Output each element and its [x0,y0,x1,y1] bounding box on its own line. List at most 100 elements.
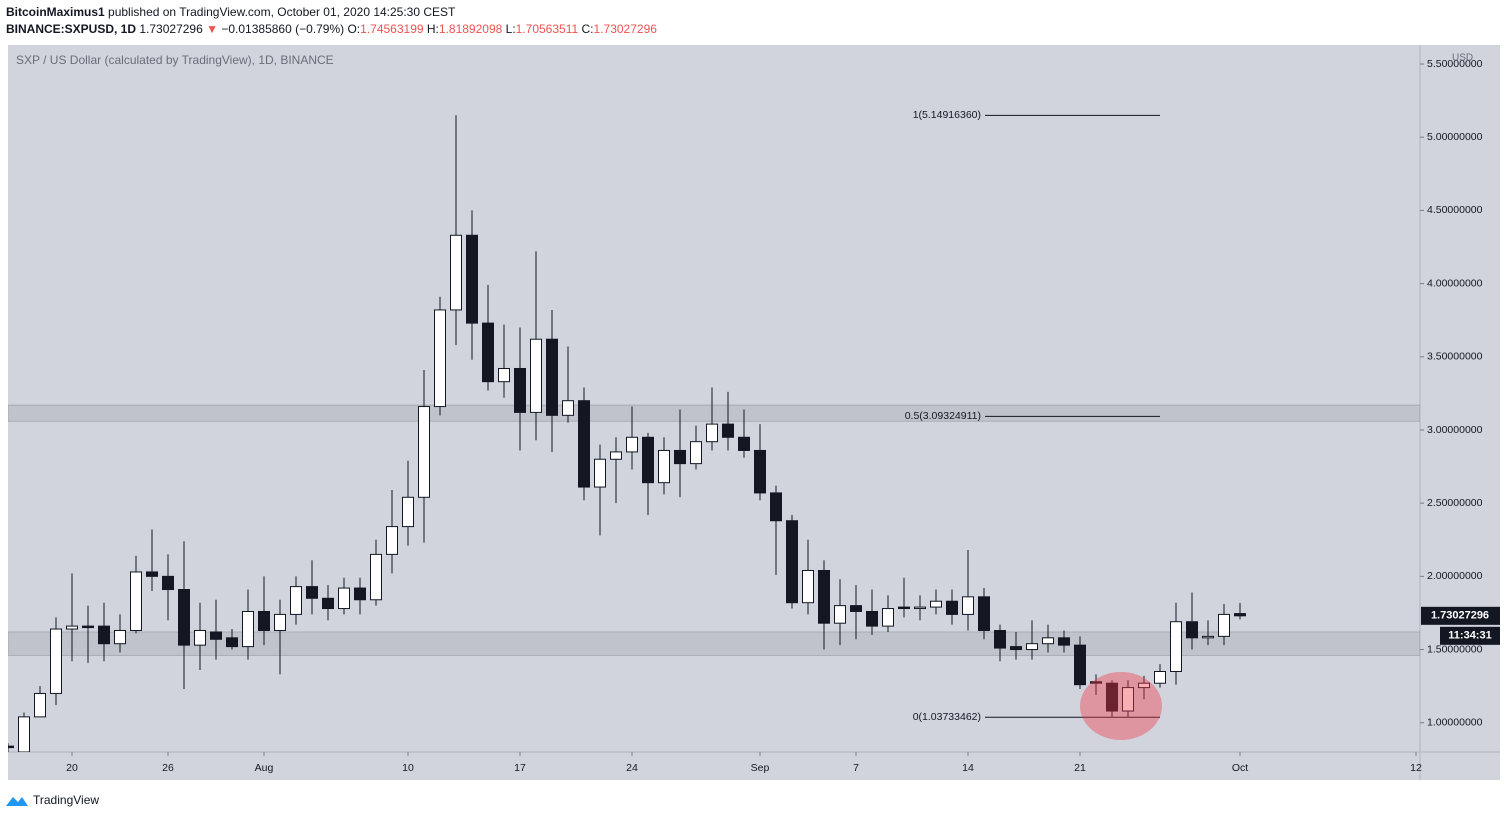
candle-body [610,451,622,460]
candle-body [18,716,30,752]
candle-body [50,628,62,694]
x-tick-label: 21 [1074,762,1086,774]
x-tick-label: Oct [1232,762,1248,774]
logo-icon [6,797,28,806]
candle-body [82,625,94,629]
candle-body [850,605,862,612]
candle-body [722,423,734,438]
candle-body [706,423,718,443]
y-tick-label: 1.50000000 [1427,643,1483,655]
y-tick-label: 4.00000000 [1427,277,1483,289]
x-tick-label: 10 [402,762,414,774]
x-tick-label: 26 [162,762,174,774]
o-value: 1.74563199 [360,22,424,36]
y-tick-label: 3.50000000 [1427,351,1483,363]
c-label: C: [581,22,594,36]
chart-title: SXP / US Dollar (calculated by TradingVi… [16,53,334,67]
candle-body [386,526,398,555]
x-tick-label: 14 [962,762,974,774]
candle-body [290,586,302,615]
candle-body [1074,644,1086,686]
candle-body [482,322,494,383]
candle-body [1090,681,1102,684]
candle-body [674,449,686,465]
x-tick-label: 12 [1410,762,1422,774]
published: published on TradingView.com, October 01… [104,5,456,19]
candle-body [946,600,958,615]
candle-body [514,367,526,413]
currency: USD [1452,53,1473,64]
y-tick-label: 2.00000000 [1427,570,1483,582]
candle-body [898,606,910,610]
candle-body [930,600,942,608]
candle-body [530,338,542,413]
arrow: ▼ [206,22,219,36]
candle-body [66,625,78,630]
l-label: L: [505,22,516,36]
fib-label: 0.5(3.09324911) [905,410,981,422]
candle-body [546,338,558,416]
candle-body [258,610,270,632]
candle-body [994,630,1006,649]
candle-body [354,587,366,601]
candle-body [978,596,990,632]
candle-body [210,631,222,640]
y-tick-label: 2.50000000 [1427,497,1483,509]
countdown-box [1440,626,1500,645]
author: BitcoinMaximus1 [6,5,105,19]
candle-body [1010,646,1022,651]
y-tick-label: 5.50000000 [1427,58,1483,70]
candle-body [818,569,830,624]
candle-body [866,610,878,627]
candle-body [226,637,238,648]
x-tick-label: 20 [66,762,78,774]
candle-body [690,441,702,465]
candle-body [306,586,318,599]
c-value: 1.73027296 [593,22,657,36]
candle-body [274,613,286,632]
x-tick-label: 7 [853,762,859,774]
y-tick-label: 1.00000000 [1427,717,1483,729]
candle-body [802,569,814,604]
candle-body [562,400,574,416]
candle-body [178,589,190,646]
x-tick-label: Aug [255,762,274,774]
candle-body [578,400,590,488]
candle-body [466,234,478,324]
candle-body [194,630,206,646]
candle-body [786,520,798,604]
quote-line: BINANCE:SXPUSD, 1D 1.73027296 ▼ −0.01385… [6,21,657,38]
publish-line: BitcoinMaximus1 published on TradingView… [6,4,657,21]
y-tick-label: 3.00000000 [1427,424,1483,436]
candle-body [914,606,926,610]
candle-body [498,367,510,383]
h-value: 1.81892098 [438,22,503,36]
candle-body [450,234,462,311]
h-label: H: [426,22,439,36]
candle-body [8,745,14,749]
candle-body [962,596,974,615]
fib-label: 0(1.03733462) [913,711,981,723]
zone [8,404,1420,422]
axes: 1.00000000 1.50000000 2.00000000 2.50000000… [66,58,1500,774]
candle-body [434,309,446,408]
highlight [1080,672,1162,740]
candle-body [322,597,334,610]
candle-body [1218,613,1230,637]
candle-body [626,436,638,453]
tv-logo: TradingView [6,793,99,807]
symbol: BINANCE:SXPUSD, 1D [6,22,137,36]
candle-body [1186,621,1198,639]
plot: 1(5.14916360) 0.5(3.09324911) 0(1.03733462… [8,109,1420,752]
change: −0.01385860 (−0.79%) [221,22,345,36]
candle-body [146,571,158,577]
x-tick-label: 24 [626,762,638,774]
y-tick-label: 4.50000000 [1427,204,1483,216]
candle-body [402,496,414,528]
candle-body [1026,643,1038,651]
x-tick-label: 17 [514,762,526,774]
candle-body [882,608,894,627]
candle-body [834,605,846,624]
